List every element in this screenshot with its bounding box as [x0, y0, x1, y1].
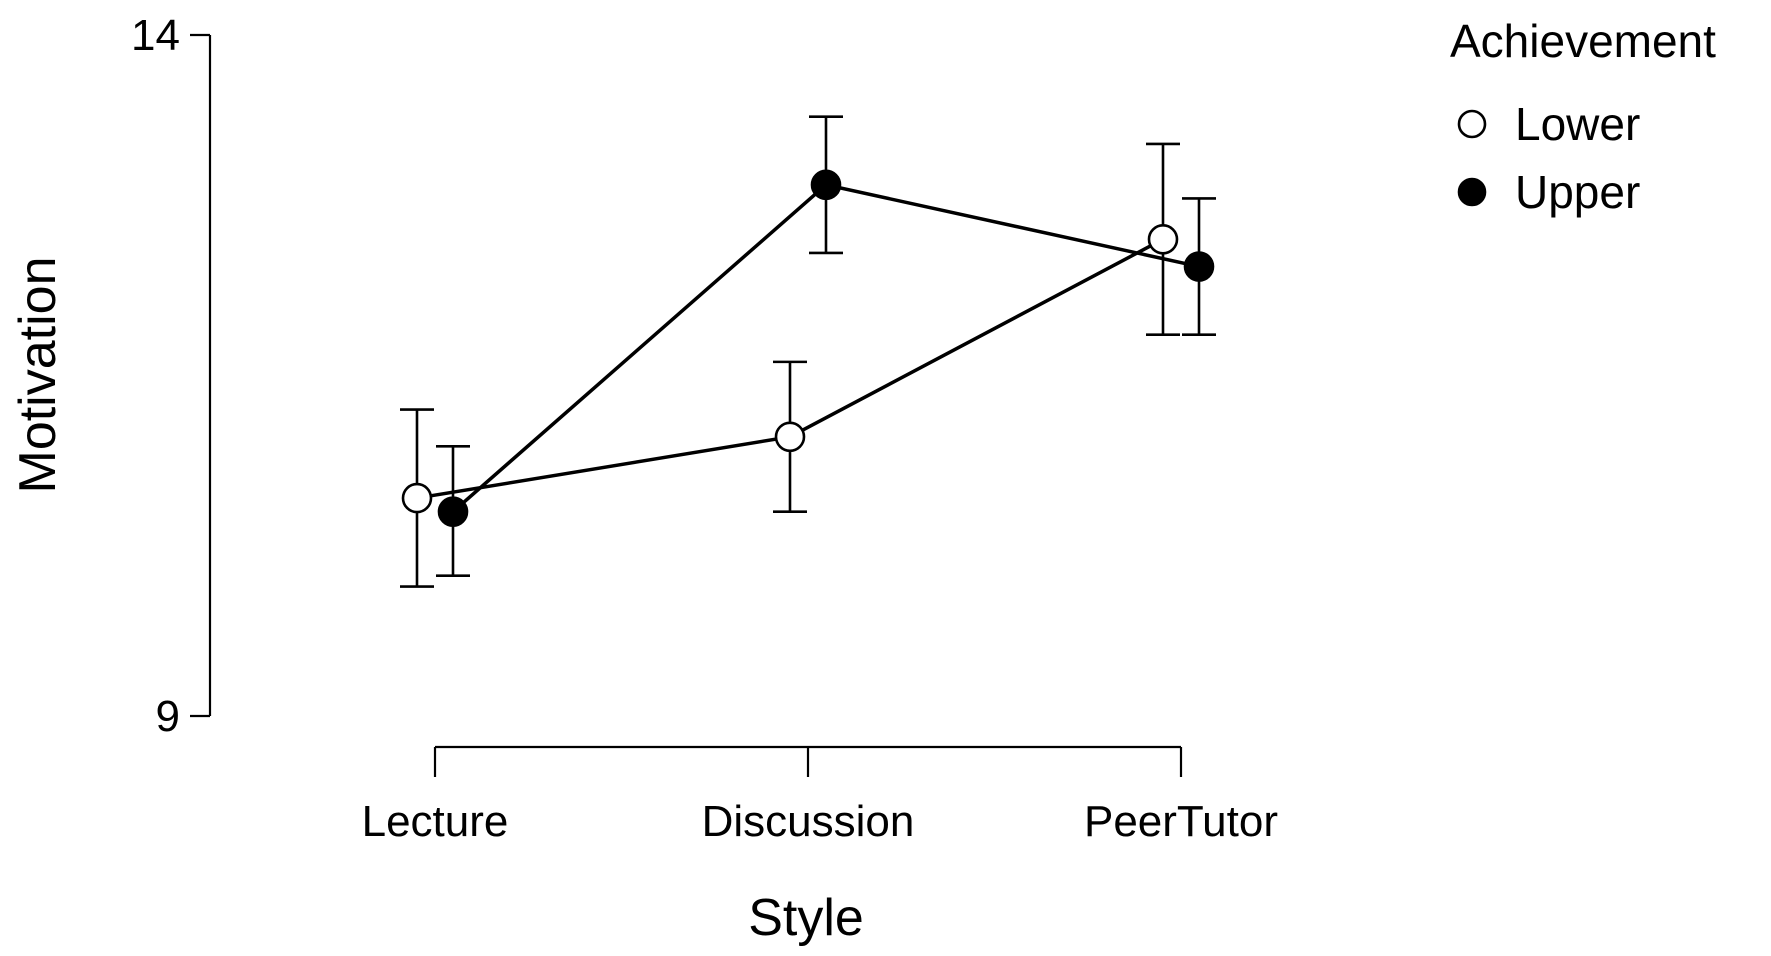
plot-area: [400, 115, 1216, 588]
x-axis: Lecture Discussion PeerTutor: [362, 745, 1278, 846]
data-point-upper: [1183, 251, 1215, 282]
y-axis-title: Motivation: [9, 257, 67, 494]
data-point-lower: [1147, 224, 1179, 255]
y-tick-label: 14: [131, 11, 180, 60]
legend-marker: [1457, 109, 1487, 139]
legend: Achievement Lower Upper: [1450, 15, 1716, 218]
legend-title: Achievement: [1450, 15, 1716, 67]
y-tick-label: 9: [156, 692, 180, 741]
y-axis: 9 14: [131, 11, 212, 741]
x-tick-label: PeerTutor: [1084, 797, 1278, 846]
legend-item: Upper: [1457, 166, 1640, 218]
data-point-upper: [437, 496, 469, 528]
legend-label: Upper: [1515, 166, 1640, 218]
legend-item: Lower: [1457, 98, 1640, 150]
data-point-upper: [810, 169, 842, 201]
x-tick-label: Lecture: [362, 797, 509, 846]
x-tick-label: Discussion: [702, 797, 915, 846]
data-point-lower: [401, 482, 433, 514]
legend-label: Lower: [1515, 98, 1640, 150]
data-point-lower: [774, 421, 806, 453]
x-axis-title: Style: [748, 889, 864, 947]
legend-marker: [1457, 177, 1487, 207]
